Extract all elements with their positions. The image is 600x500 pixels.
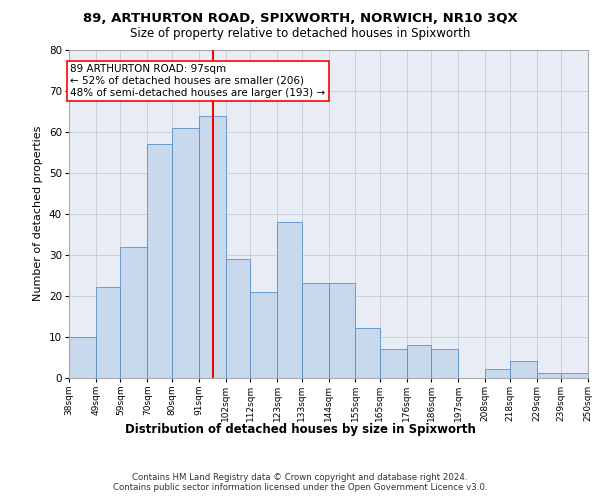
Bar — [329, 284, 355, 378]
Bar — [121, 246, 148, 378]
Bar — [96, 288, 121, 378]
Bar — [148, 144, 172, 378]
Bar — [509, 361, 536, 378]
Bar — [431, 349, 458, 378]
Bar — [355, 328, 380, 378]
Bar — [250, 292, 277, 378]
Text: Size of property relative to detached houses in Spixworth: Size of property relative to detached ho… — [130, 28, 470, 40]
Bar — [277, 222, 302, 378]
Bar — [69, 336, 96, 378]
Bar — [199, 116, 226, 378]
Bar — [485, 370, 509, 378]
Bar — [536, 374, 561, 378]
Bar — [561, 374, 588, 378]
Bar — [226, 259, 250, 378]
Bar — [172, 128, 199, 378]
Bar — [380, 349, 407, 378]
Y-axis label: Number of detached properties: Number of detached properties — [34, 126, 43, 302]
Text: Contains HM Land Registry data © Crown copyright and database right 2024.
Contai: Contains HM Land Registry data © Crown c… — [113, 472, 487, 492]
Text: 89 ARTHURTON ROAD: 97sqm
← 52% of detached houses are smaller (206)
48% of semi-: 89 ARTHURTON ROAD: 97sqm ← 52% of detach… — [70, 64, 325, 98]
Text: 89, ARTHURTON ROAD, SPIXWORTH, NORWICH, NR10 3QX: 89, ARTHURTON ROAD, SPIXWORTH, NORWICH, … — [83, 12, 517, 26]
Text: Distribution of detached houses by size in Spixworth: Distribution of detached houses by size … — [125, 422, 475, 436]
Bar — [302, 284, 329, 378]
Bar — [407, 345, 431, 378]
